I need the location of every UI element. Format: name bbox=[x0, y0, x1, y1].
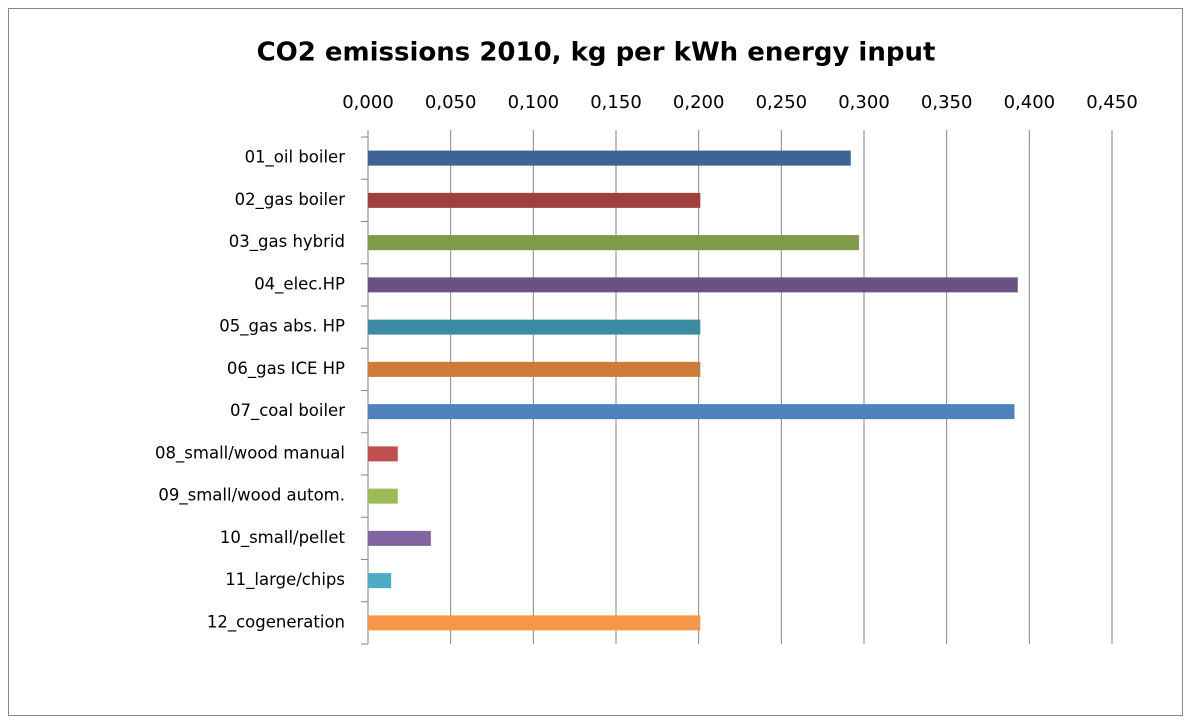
bar bbox=[368, 530, 431, 546]
chart-title: CO2 emissions 2010, kg per kWh energy in… bbox=[257, 38, 936, 68]
bar bbox=[368, 277, 1018, 293]
bar bbox=[368, 150, 851, 166]
y-tick-label: 06_gas ICE HP bbox=[227, 359, 345, 379]
bar bbox=[368, 192, 701, 208]
y-tick-label: 05_gas abs. HP bbox=[219, 317, 345, 337]
x-tick-label: 0,300 bbox=[838, 92, 890, 113]
x-tick-label: 0,450 bbox=[1086, 92, 1138, 113]
x-tick-label: 0,400 bbox=[1004, 92, 1056, 113]
y-tick-label: 08_small/wood manual bbox=[155, 443, 345, 463]
x-tick-label: 0,100 bbox=[508, 92, 560, 113]
x-tick-label: 0,050 bbox=[425, 92, 477, 113]
bar bbox=[368, 573, 392, 589]
y-tick-label: 07_coal boiler bbox=[230, 401, 345, 421]
bar bbox=[368, 446, 398, 462]
x-tick-label: 0,150 bbox=[590, 92, 642, 113]
bar bbox=[368, 235, 860, 251]
bar bbox=[368, 361, 701, 377]
bar bbox=[368, 488, 398, 504]
y-tick-label: 12_cogeneration bbox=[207, 612, 345, 632]
x-tick-label: 0,200 bbox=[673, 92, 725, 113]
x-tick-label: 0,000 bbox=[342, 92, 394, 113]
x-tick-label: 0,350 bbox=[921, 92, 973, 113]
bar bbox=[368, 615, 701, 631]
y-tick-label: 10_small/pellet bbox=[220, 528, 346, 548]
y-tick-label: 01_oil boiler bbox=[245, 148, 346, 168]
y-tick-label: 04_elec.HP bbox=[254, 274, 345, 294]
y-tick-label: 02_gas boiler bbox=[235, 190, 346, 210]
y-tick-label: 09_small/wood autom. bbox=[158, 486, 345, 506]
y-tick-label: 03_gas hybrid bbox=[229, 232, 345, 252]
y-tick-label: 11_large/chips bbox=[225, 570, 345, 590]
x-tick-label: 0,250 bbox=[756, 92, 808, 113]
bar bbox=[368, 319, 701, 335]
bar bbox=[368, 404, 1015, 420]
